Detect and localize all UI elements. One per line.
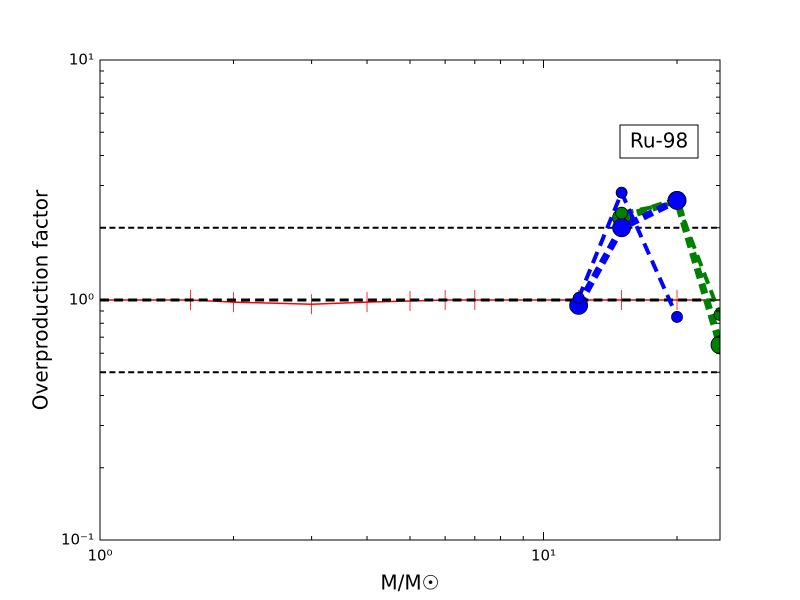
marker [713, 308, 720, 321]
plot-area [100, 186, 720, 374]
marker [671, 311, 683, 323]
y-tick-label: 10¹ [69, 51, 94, 69]
x-axis-label: M/M☉ [380, 571, 439, 595]
marker [667, 191, 687, 210]
y-axis-label: Overproduction factor [29, 189, 53, 410]
marker [710, 335, 720, 355]
x-tick-label: 10¹ [531, 547, 556, 565]
annotation: Ru-98 [630, 129, 688, 153]
marker [572, 292, 585, 304]
y-tick-label: 10⁰ [69, 291, 94, 309]
y-tick-label: 10⁻¹ [61, 531, 94, 549]
annotation-box [619, 124, 699, 159]
marker [612, 218, 632, 238]
marker [615, 186, 628, 199]
x-tick-label: 10⁰ [87, 547, 112, 565]
marker [615, 206, 629, 220]
